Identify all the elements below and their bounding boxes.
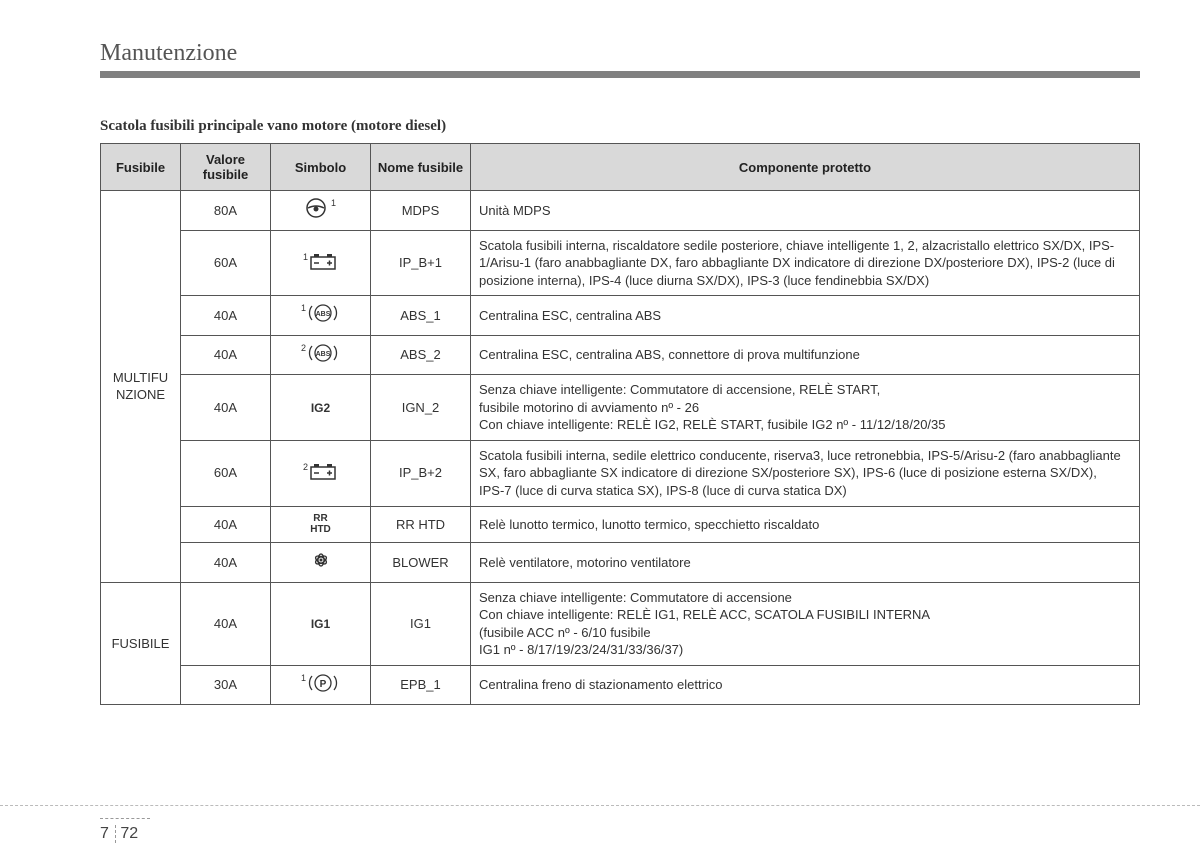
valore-cell: 30A — [181, 665, 271, 705]
svg-text:P: P — [320, 679, 327, 690]
header-rule — [100, 71, 1140, 78]
table-header-row: Fusibile Valore fusibile Simbolo Nome fu… — [101, 144, 1140, 191]
desc-cell: Centralina ESC, centralina ABS, connetto… — [471, 335, 1140, 375]
table-title: Scatola fusibili principale vano motore … — [100, 118, 1140, 135]
nome-cell: RR HTD — [371, 506, 471, 543]
simbolo-cell: 1 — [271, 230, 371, 296]
table-row: 40A BLOWERRelè ventilatore, motorino vent… — [101, 543, 1140, 583]
desc-cell: Relè ventilatore, motorino ventilatore — [471, 543, 1140, 583]
table-row: 40A2ABSABS_2Centralina ESC, centralina A… — [101, 335, 1140, 375]
valore-cell: 80A — [181, 191, 271, 231]
col-simbolo: Simbolo — [271, 144, 371, 191]
simbolo-cell: IG1 — [271, 582, 371, 665]
svg-text:ABS: ABS — [316, 351, 331, 358]
steering-icon — [305, 197, 331, 219]
text-symbol: RRHTD — [310, 513, 331, 535]
fan-icon — [309, 549, 333, 571]
battery-icon — [308, 461, 338, 481]
abs-icon: ABS — [306, 342, 340, 364]
svg-text:ABS: ABS — [316, 311, 331, 318]
nome-cell: IP_B+1 — [371, 230, 471, 296]
valore-cell: 60A — [181, 230, 271, 296]
table-row: 40A IG2 IGN_2Senza chiave intelligente: Co… — [101, 375, 1140, 441]
simbolo-cell — [271, 543, 371, 583]
simbolo-cell: IG2 — [271, 375, 371, 441]
simbolo-cell: 2 — [271, 440, 371, 506]
desc-cell: Unità MDPS — [471, 191, 1140, 231]
table-row: 60A2IP_B+2Scatola fusibili interna, sedi… — [101, 440, 1140, 506]
nome-cell: IG1 — [371, 582, 471, 665]
nome-cell: ABS_2 — [371, 335, 471, 375]
table-row: 40A RRHTD RR HTDRelè lunotto termico, luno… — [101, 506, 1140, 543]
nome-cell: BLOWER — [371, 543, 471, 583]
desc-cell: Centralina ESC, centralina ABS — [471, 296, 1140, 336]
simbolo-cell: 2ABS — [271, 335, 371, 375]
desc-cell: Centralina freno di stazionamento elettr… — [471, 665, 1140, 705]
table-row: MULTIFUNZIONE80A1MDPSUnità MDPS — [101, 191, 1140, 231]
page-number: 72 — [115, 825, 138, 843]
desc-cell: Scatola fusibili interna, riscaldatore s… — [471, 230, 1140, 296]
abs-icon: ABS — [306, 302, 340, 324]
nome-cell: EPB_1 — [371, 665, 471, 705]
desc-cell: Relè lunotto termico, lunotto termico, s… — [471, 506, 1140, 543]
col-componente: Componente protetto — [471, 144, 1140, 191]
col-fusibile: Fusibile — [101, 144, 181, 191]
section-number: 7 — [100, 825, 109, 842]
simbolo-cell: 1ABS — [271, 296, 371, 336]
table-row: FUSIBILE40AIG1IG1Senza chiave intelligen… — [101, 582, 1140, 665]
desc-cell: Senza chiave intelligente: Commutatore d… — [471, 375, 1140, 441]
valore-cell: 40A — [181, 506, 271, 543]
desc-cell: Scatola fusibili interna, sedile elettri… — [471, 440, 1140, 506]
valore-cell: 40A — [181, 296, 271, 336]
fuse-table: Fusibile Valore fusibile Simbolo Nome fu… — [100, 143, 1140, 705]
col-nome: Nome fusibile — [371, 144, 471, 191]
table-row: 40A1ABSABS_1Centralina ESC, centralina A… — [101, 296, 1140, 336]
group-cell: FUSIBILE — [101, 582, 181, 705]
valore-cell: 40A — [181, 582, 271, 665]
table-row: 60A1IP_B+1Scatola fusibili interna, risc… — [101, 230, 1140, 296]
page-dash-line — [0, 805, 1200, 806]
parking-icon: P — [306, 672, 340, 694]
battery-icon — [308, 251, 338, 271]
nome-cell: IP_B+2 — [371, 440, 471, 506]
table-row: 30A1PEPB_1Centralina freno di stazioname… — [101, 665, 1140, 705]
valore-cell: 40A — [181, 375, 271, 441]
text-symbol: IG1 — [311, 618, 330, 631]
group-cell: MULTIFUNZIONE — [101, 191, 181, 583]
chapter-title: Manutenzione — [100, 40, 1140, 67]
page-footer: 7 72 — [100, 818, 150, 843]
text-symbol: IG2 — [311, 402, 330, 415]
simbolo-cell: RRHTD — [271, 506, 371, 543]
nome-cell: MDPS — [371, 191, 471, 231]
valore-cell: 60A — [181, 440, 271, 506]
col-valore: Valore fusibile — [181, 144, 271, 191]
nome-cell: IGN_2 — [371, 375, 471, 441]
simbolo-cell: 1 — [271, 191, 371, 231]
valore-cell: 40A — [181, 543, 271, 583]
valore-cell: 40A — [181, 335, 271, 375]
nome-cell: ABS_1 — [371, 296, 471, 336]
desc-cell: Senza chiave intelligente: Commutatore d… — [471, 582, 1140, 665]
simbolo-cell: 1P — [271, 665, 371, 705]
